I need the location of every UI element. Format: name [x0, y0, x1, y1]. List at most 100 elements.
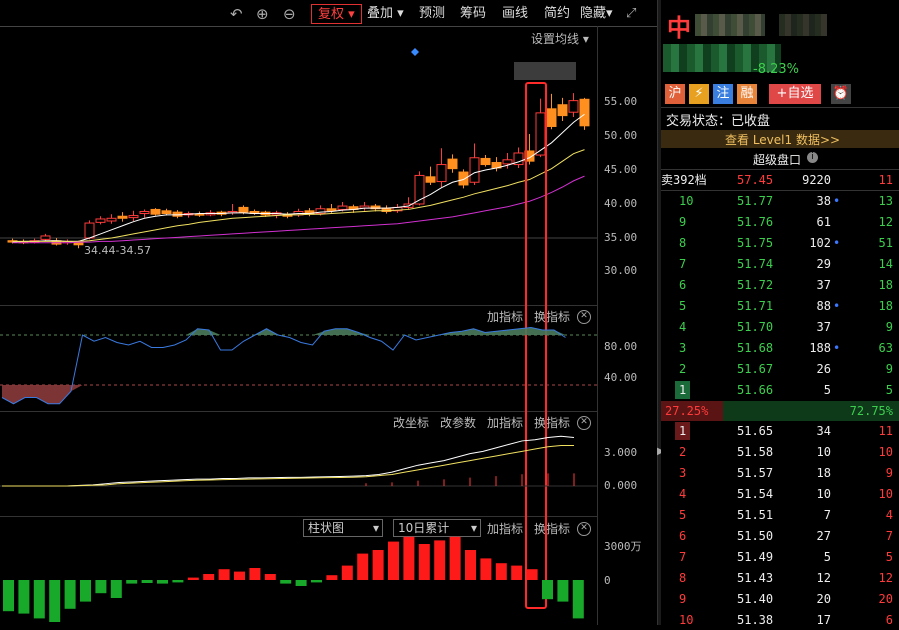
ask-orders: 13 [878, 194, 893, 208]
candle [315, 208, 326, 215]
yuce-button[interactable]: 预测 [419, 6, 446, 21]
flow-bar [80, 580, 91, 602]
ask-orders: 51 [878, 236, 893, 250]
super-panel-title: 超级盘口 [753, 153, 802, 167]
lightning-icon[interactable]: ⚡ [689, 84, 709, 104]
tag-zhu[interactable]: 注 [713, 84, 733, 104]
bid-volume: 5 [823, 550, 831, 564]
bid-row[interactable]: 2 51.58 10 10 [661, 442, 899, 462]
add-watchlist-button[interactable]: +自选 [769, 84, 821, 104]
ratio-left: 27.25% [665, 404, 709, 418]
tag-rong[interactable]: 融 [737, 84, 757, 104]
flow-bar [434, 540, 446, 580]
flow-bar [234, 571, 245, 580]
overbought-area [2, 327, 566, 335]
ask-volume: 38 [816, 194, 831, 208]
level1-banner[interactable]: 查看 Level1 数据>> [661, 130, 899, 148]
ask-level: 10 [679, 194, 694, 208]
zoom-out-icon[interactable]: ⊖ [283, 5, 296, 23]
tag-hu[interactable]: 沪 [665, 84, 685, 104]
ask-level: 1 [675, 381, 691, 399]
undo-icon[interactable]: ↶ [230, 5, 243, 23]
ask-level: 4 [679, 320, 687, 334]
chart-type-select[interactable]: 柱状图 ▾ [303, 519, 383, 537]
close-indicator-icon[interactable]: ✕ [577, 519, 591, 536]
y-tick: 40.00 [604, 371, 638, 384]
flow-bar [526, 569, 538, 580]
add-indicator-button[interactable]: 加指标 [487, 522, 524, 536]
ask-row[interactable]: 1 51.66 5 5 [661, 380, 899, 400]
bid-row[interactable]: 6 51.50 27 7 [661, 526, 899, 546]
bid-row[interactable]: 10 51.38 17 6 [661, 610, 899, 630]
ask-row[interactable]: 8 51.75 102 • 51 [661, 233, 899, 253]
flow-bar [495, 563, 507, 580]
candle [546, 108, 557, 127]
fuquan-dropdown[interactable]: 复权 ▾ [311, 4, 362, 24]
ask-orders: 12 [878, 215, 893, 229]
bid-volume: 17 [816, 613, 831, 627]
ask-row[interactable]: 10 51.77 38 • 13 [661, 191, 899, 211]
bid-row[interactable]: 9 51.40 20 20 [661, 589, 899, 609]
ask-row[interactable]: 5 51.71 88 • 18 [661, 296, 899, 316]
collapse-arrow-icon[interactable]: ▶ [657, 446, 665, 457]
flow-bar [341, 565, 353, 580]
change-percent: -8.23% [753, 62, 799, 77]
chart-canvas[interactable] [0, 0, 597, 625]
level1-link[interactable]: 查看 Level1 数据>> [725, 133, 841, 147]
alarm-icon[interactable]: ⏰ [831, 84, 851, 104]
ask-row[interactable]: 9 51.76 61 12 [661, 212, 899, 232]
flow-bar [418, 544, 430, 580]
diejia-dropdown[interactable]: 叠加 ▾ [367, 6, 404, 21]
bid-row[interactable]: 4 51.54 10 10 [661, 484, 899, 504]
sell-header-orders: 11 [878, 173, 893, 187]
ask-volume: 37 [816, 320, 831, 334]
zoom-in-icon[interactable]: ⊕ [256, 5, 269, 23]
jianyue-button[interactable]: 简约 [544, 6, 571, 21]
ask-row[interactable]: 2 51.67 26 9 [661, 359, 899, 379]
accum-select[interactable]: 10日累计 ▾ [393, 519, 481, 537]
change-param-button[interactable]: 改参数 [440, 416, 477, 430]
bid-row[interactable]: 1 51.65 34 11 [661, 421, 899, 441]
bid-price: 51.58 [737, 445, 774, 459]
close-indicator-icon[interactable]: ✕ [577, 307, 591, 324]
change-indicator-button[interactable]: 换指标 [534, 522, 571, 536]
ask-row[interactable]: 7 51.74 29 14 [661, 254, 899, 274]
chouma-button[interactable]: 筹码 [460, 6, 487, 21]
close-indicator-icon[interactable]: ✕ [577, 413, 591, 430]
bid-orders: 7 [885, 529, 893, 543]
ma-setting-dropdown[interactable]: 设置均线 ▾ [531, 32, 589, 46]
bid-row[interactable]: 8 51.43 12 12 [661, 568, 899, 588]
ask-row[interactable]: 3 51.68 188 • 63 [661, 338, 899, 358]
candle [458, 171, 469, 186]
chart-area: ↶ ⊕ ⊖ 复权 ▾ 叠加 ▾ 预测 筹码 画线 简约 隐藏▾ ⤢ 设置均线 ▾… [0, 0, 657, 625]
ma-setting-label: 设置均线 [531, 32, 580, 46]
bid-row[interactable]: 7 51.49 5 5 [661, 547, 899, 567]
expand-icon[interactable]: ⤢ [626, 6, 637, 21]
huaxian-button[interactable]: 画线 [502, 6, 529, 21]
change-indicator-button[interactable]: 换指标 [534, 416, 571, 430]
candle [513, 152, 524, 166]
info-icon[interactable]: i [807, 152, 818, 163]
bid-orders: 6 [885, 613, 893, 627]
panel-separator [0, 411, 597, 412]
add-indicator-button[interactable]: 加指标 [487, 416, 524, 430]
change-coord-button[interactable]: 改坐标 [393, 416, 430, 430]
candle [150, 208, 161, 215]
bid-row[interactable]: 5 51.51 7 4 [661, 505, 899, 525]
add-indicator-button[interactable]: 加指标 [487, 310, 524, 324]
candle [337, 205, 348, 210]
yincang-dropdown[interactable]: 隐藏▾ [580, 6, 613, 21]
y-tick: 0.000 [604, 479, 638, 492]
panel-divider[interactable]: ▶ [657, 0, 665, 625]
ask-row[interactable]: 6 51.72 37 18 [661, 275, 899, 295]
ask-level: 3 [679, 341, 687, 355]
bid-row[interactable]: 3 51.57 18 9 [661, 463, 899, 483]
sell-header-row: 卖392档 57.45 9220 11 [661, 170, 899, 190]
blurred-annotation [514, 62, 576, 80]
bid-level: 3 [679, 466, 687, 480]
ask-row[interactable]: 4 51.70 37 9 [661, 317, 899, 337]
y-tick: 80.00 [604, 340, 638, 353]
flow-bar [449, 536, 461, 580]
candle [326, 208, 337, 212]
change-indicator-button[interactable]: 换指标 [534, 310, 571, 324]
